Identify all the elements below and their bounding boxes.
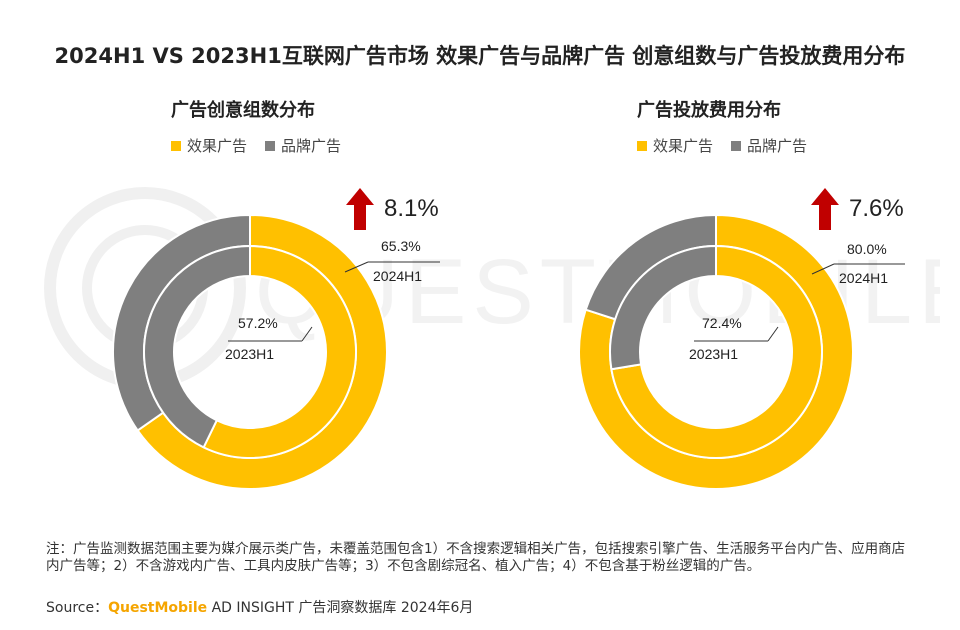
right-outer-label-leader	[811, 263, 835, 275]
left-outer-label-leader	[344, 261, 369, 273]
right-growth-value: 7.6%	[849, 195, 904, 222]
legend-swatch-effect	[637, 140, 647, 151]
right-chart-title: 广告投放费用分布	[637, 100, 781, 121]
legend-label-effect: 效果广告	[187, 137, 248, 155]
up-arrow-icon	[346, 188, 374, 230]
left-inner-label-value: 57.2%	[238, 315, 278, 331]
legend-swatch-effect	[171, 140, 181, 151]
source-brand: QuestMobile	[108, 600, 208, 616]
right-inner-label-leader	[767, 326, 779, 342]
right-legend: 效果广告 品牌广告	[637, 135, 825, 156]
legend-item-effect: 效果广告	[171, 135, 247, 156]
left-growth: 8.1%	[346, 188, 439, 230]
source-line: Source：QuestMobile AD INSIGHT 广告洞察数据库 20…	[46, 597, 473, 617]
legend-swatch-brand	[265, 140, 276, 151]
source-text: AD INSIGHT 广告洞察数据库 2024年6月	[207, 600, 474, 616]
right-inner-ring-slice-brand	[609, 244, 717, 371]
legend-item-effect: 效果广告	[637, 135, 713, 156]
left-inner-label-leader	[301, 326, 313, 342]
left-outer-label-value: 65.3%	[381, 238, 421, 254]
right-inner-label-period: 2023H1	[689, 346, 738, 362]
left-inner-label-period: 2023H1	[225, 346, 274, 362]
legend-label-brand: 品牌广告	[281, 137, 342, 155]
legend-swatch-brand	[731, 140, 742, 151]
footnote: 注：广告监测数据范围主要为媒介展示类广告，未覆盖范围包含1）不含搜索逻辑相关广告…	[46, 541, 906, 574]
right-outer-label-value: 80.0%	[847, 241, 887, 257]
left-inner-ring-slice-effect	[202, 244, 357, 459]
legend-label-effect: 效果广告	[653, 137, 714, 155]
right-outer-label-period: 2024H1	[839, 270, 888, 286]
right-inner-ring-slice-effect	[610, 244, 823, 459]
right-growth: 7.6%	[811, 188, 904, 230]
left-growth-value: 8.1%	[384, 195, 439, 222]
up-arrow-icon	[811, 188, 839, 230]
legend-item-brand: 品牌广告	[265, 135, 341, 156]
left-legend: 效果广告 品牌广告	[171, 135, 359, 156]
left-outer-label-period: 2024H1	[373, 268, 422, 284]
page-title: 2024H1 VS 2023H1互联网广告市场 效果广告与品牌广告 创意组数与广…	[54, 44, 906, 68]
source-label: Source：	[46, 600, 109, 616]
right-inner-label-value: 72.4%	[702, 315, 742, 331]
legend-item-brand: 品牌广告	[731, 135, 807, 156]
left-inner-ring-slice-brand	[143, 244, 251, 449]
legend-label-brand: 品牌广告	[747, 137, 808, 155]
left-chart-title: 广告创意组数分布	[171, 100, 315, 121]
